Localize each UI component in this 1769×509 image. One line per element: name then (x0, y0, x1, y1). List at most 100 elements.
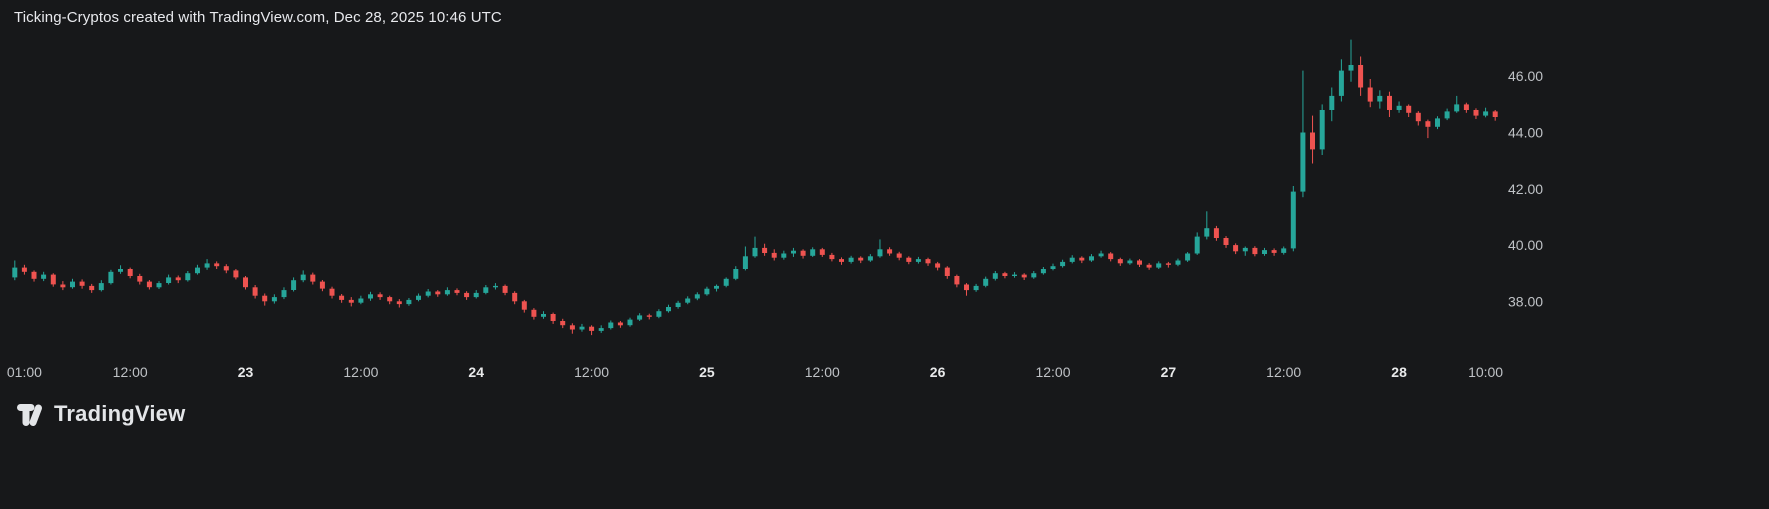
candle-body (752, 247, 758, 257)
candle-body (1463, 104, 1469, 110)
candle-body (810, 249, 816, 256)
candle-body (973, 285, 979, 291)
x-axis-label: 12:00 (1035, 364, 1070, 380)
candle-body (608, 322, 614, 329)
x-axis-label: 25 (699, 364, 715, 380)
candle-body (464, 292, 470, 298)
candle-body (70, 281, 75, 288)
candle-body (281, 290, 287, 298)
candle-body (1425, 121, 1431, 127)
candle-body (1281, 248, 1287, 253)
candle-body (1338, 70, 1344, 96)
candle-body (1310, 132, 1315, 150)
candle-body (223, 266, 229, 271)
candle-body (1194, 236, 1200, 254)
candle-body (992, 273, 998, 279)
candle-body (406, 299, 412, 305)
candle-body (944, 267, 950, 276)
candle-body (646, 315, 652, 317)
candle-body (1031, 273, 1037, 278)
candle-body (589, 326, 595, 331)
candle-body (233, 270, 239, 278)
candle-body (867, 256, 873, 261)
candle-body (1108, 253, 1114, 260)
candle-body (848, 257, 854, 262)
tradingview-branding[interactable]: TradingView (14, 399, 185, 429)
y-axis-label: 46.00 (1508, 68, 1543, 84)
candle-body (1358, 65, 1364, 88)
candle-body (1444, 111, 1450, 119)
x-axis-label: 28 (1391, 364, 1407, 380)
candle-body (454, 290, 460, 293)
candle-body (887, 249, 893, 254)
x-axis-label: 12:00 (1266, 364, 1301, 380)
candle-body (214, 263, 220, 267)
candle-body (118, 269, 123, 272)
candle-body (935, 263, 941, 268)
candle-body (1213, 228, 1219, 238)
candle-body (1483, 111, 1489, 116)
candle-body (685, 298, 691, 303)
candle-body (531, 309, 537, 317)
candle-body (1406, 105, 1412, 113)
candle-body (108, 271, 114, 284)
candle-body (156, 283, 162, 288)
candle-body (1223, 238, 1229, 245)
candle-body (1329, 95, 1335, 110)
candle-body (714, 285, 719, 289)
candle-body (1079, 257, 1085, 261)
x-axis-label: 12:00 (574, 364, 609, 380)
candle-body (1098, 253, 1104, 257)
candle-body (858, 257, 864, 261)
candle-body (637, 315, 643, 320)
x-axis-label: 10:00 (1468, 364, 1503, 380)
candle-body (21, 267, 27, 272)
x-axis-label: 23 (238, 364, 254, 380)
candle-body (1492, 111, 1498, 117)
candle-body (617, 322, 623, 326)
x-axis-label: 26 (930, 364, 946, 380)
x-axis-label: 12:00 (113, 364, 148, 380)
candle-body (137, 276, 143, 282)
candle-body (560, 321, 566, 326)
candle-body (675, 302, 681, 307)
y-axis-label: 40.00 (1508, 237, 1543, 253)
candle-body (50, 274, 56, 285)
candle-body (1021, 274, 1027, 278)
candle-body (483, 287, 489, 293)
candle-body (185, 273, 191, 281)
candle-body (800, 250, 806, 256)
candle-body (1012, 274, 1017, 276)
candle-body (1185, 253, 1191, 261)
candle-body (512, 292, 518, 302)
candle-body (435, 291, 441, 295)
candle-body (175, 277, 181, 281)
candle-body (877, 249, 883, 257)
tradingview-logo-text: TradingView (54, 401, 186, 426)
candle-body (387, 297, 393, 302)
candle-body (166, 277, 172, 283)
x-axis-label: 24 (468, 364, 484, 380)
candle-body (1348, 65, 1354, 71)
candle-body (444, 290, 450, 295)
candle-body (954, 276, 960, 285)
candle-body (1377, 95, 1383, 102)
candle-body (252, 287, 258, 296)
candle-body (1415, 112, 1421, 122)
candle-body (262, 295, 268, 302)
candle-body (1454, 104, 1460, 112)
candle-body (1117, 259, 1123, 264)
candle-body (771, 252, 777, 258)
candle-body (1146, 264, 1152, 268)
candle-body (925, 259, 931, 264)
candle-body (368, 294, 373, 299)
chart-canvas[interactable]: 38.00 40.00 42.00 44.00 46.00 01:00 12:00 23 12:… (0, 0, 1769, 392)
candle-body (666, 307, 671, 312)
candle-body (41, 274, 47, 279)
candle-body (627, 319, 633, 326)
candle-body (1262, 250, 1267, 254)
candle-body (1050, 266, 1056, 269)
candle-body (521, 301, 527, 310)
candle-body (204, 263, 210, 268)
candle-body (742, 256, 748, 269)
